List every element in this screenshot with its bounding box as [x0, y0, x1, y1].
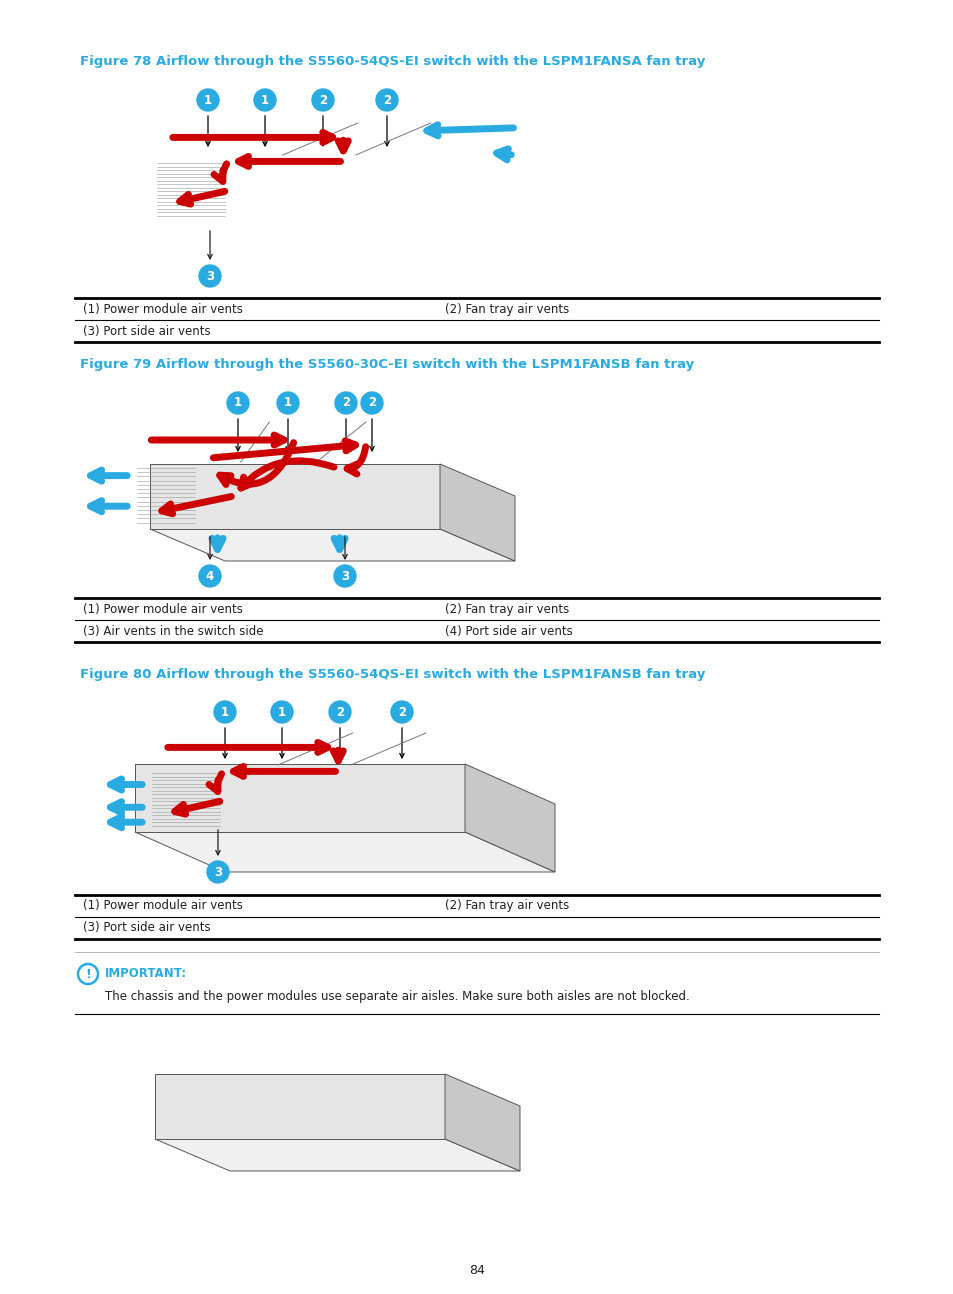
Circle shape [199, 265, 221, 287]
Text: 3: 3 [206, 269, 213, 282]
Text: 1: 1 [204, 93, 212, 106]
Text: 1: 1 [221, 705, 229, 718]
Text: 1: 1 [233, 396, 242, 409]
Polygon shape [150, 465, 439, 529]
Circle shape [375, 89, 397, 111]
Text: 1: 1 [261, 93, 269, 106]
Text: (1) Power module air vents: (1) Power module air vents [83, 303, 243, 316]
Text: 3: 3 [340, 569, 349, 582]
Polygon shape [444, 1074, 519, 1171]
Text: 2: 2 [368, 396, 375, 409]
Text: Figure 78 Airflow through the S5560-54QS-EI switch with the LSPM1FANSA fan tray: Figure 78 Airflow through the S5560-54QS… [80, 56, 704, 69]
Polygon shape [154, 1074, 444, 1139]
Text: The chassis and the power modules use separate air aisles. Make sure both aisles: The chassis and the power modules use se… [105, 990, 689, 1003]
Text: 4: 4 [206, 569, 213, 582]
Text: (1) Power module air vents: (1) Power module air vents [83, 899, 243, 912]
Text: 2: 2 [335, 705, 344, 718]
Text: 84: 84 [469, 1263, 484, 1276]
Circle shape [391, 701, 413, 723]
Text: 2: 2 [318, 93, 327, 106]
Circle shape [334, 565, 355, 587]
Text: (2) Fan tray air vents: (2) Fan tray air vents [444, 603, 569, 616]
Text: 2: 2 [382, 93, 391, 106]
Text: (3) Port side air vents: (3) Port side air vents [83, 921, 211, 934]
Text: 2: 2 [341, 396, 350, 409]
Text: Figure 79 Airflow through the S5560-30C-EI switch with the LSPM1FANSB fan tray: Figure 79 Airflow through the S5560-30C-… [80, 358, 694, 371]
Circle shape [199, 565, 221, 587]
Polygon shape [150, 529, 515, 562]
Polygon shape [439, 465, 515, 562]
Text: 3: 3 [213, 866, 222, 879]
Text: 1: 1 [277, 705, 286, 718]
Circle shape [227, 392, 249, 414]
Text: (3) Port side air vents: (3) Port side air vents [83, 325, 211, 338]
Circle shape [329, 701, 351, 723]
Circle shape [207, 861, 229, 883]
Polygon shape [135, 763, 464, 832]
Text: (2) Fan tray air vents: (2) Fan tray air vents [444, 303, 569, 316]
Text: 1: 1 [284, 396, 292, 409]
Text: (3) Air vents in the switch side: (3) Air vents in the switch side [83, 625, 263, 638]
Circle shape [312, 89, 334, 111]
Text: !: ! [85, 968, 91, 981]
Circle shape [253, 89, 275, 111]
Circle shape [335, 392, 356, 414]
Text: IMPORTANT:: IMPORTANT: [105, 967, 187, 980]
Polygon shape [154, 1139, 519, 1171]
Circle shape [213, 701, 235, 723]
Circle shape [271, 701, 293, 723]
Polygon shape [464, 763, 555, 872]
Text: 2: 2 [397, 705, 406, 718]
Polygon shape [135, 832, 555, 872]
Text: (2) Fan tray air vents: (2) Fan tray air vents [444, 899, 569, 912]
Text: Figure 80 Airflow through the S5560-54QS-EI switch with the LSPM1FANSB fan tray: Figure 80 Airflow through the S5560-54QS… [80, 668, 704, 681]
Text: (4) Port side air vents: (4) Port side air vents [444, 625, 572, 638]
Circle shape [196, 89, 219, 111]
Circle shape [360, 392, 382, 414]
Text: (1) Power module air vents: (1) Power module air vents [83, 603, 243, 616]
Circle shape [276, 392, 298, 414]
